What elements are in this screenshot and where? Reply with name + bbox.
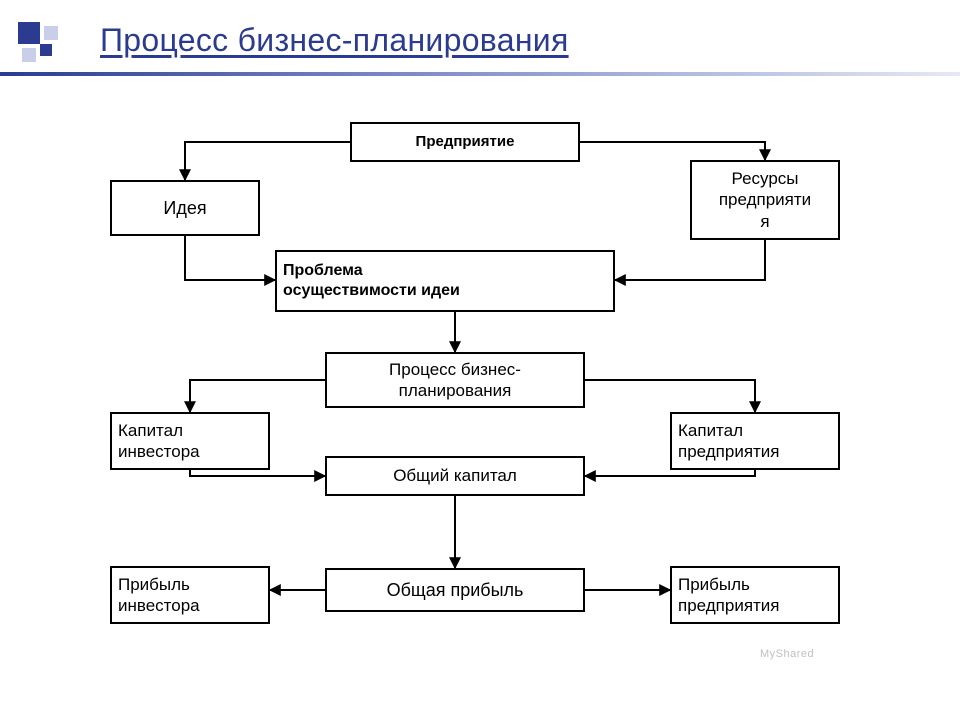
flowchart-edge-company_capital-to-total_capital	[585, 470, 755, 476]
flowchart-edge-investor_capital-to-total_capital	[190, 470, 325, 476]
flowchart-node-idea: Идея	[110, 180, 260, 236]
flowchart-node-problem: Проблема осуществимости идеи	[275, 250, 615, 312]
flowchart-edge-planning-to-investor_capital	[190, 380, 325, 412]
flowchart-edge-planning-to-company_capital	[585, 380, 755, 412]
flowchart-edge-enterprise-to-idea	[185, 142, 350, 180]
flowchart-canvas: Предприятие Идея Ресурсы предприяти я Пробл…	[100, 120, 860, 680]
flowchart-node-planning: Процесс бизнес- планирования	[325, 352, 585, 408]
flowchart-node-total_capital: Общий капитал	[325, 456, 585, 496]
flowchart-node-company_capital: Капитал предприятия	[670, 412, 840, 470]
flowchart-node-investor_capital: Капитал инвестора	[110, 412, 270, 470]
flowchart-node-enterprise: Предприятие	[350, 122, 580, 162]
page-title: Процесс бизнес-планирования	[100, 22, 569, 59]
flowchart-node-total_profit: Общая прибыль	[325, 568, 585, 612]
flowchart-node-company_profit: Прибыль предприятия	[670, 566, 840, 624]
flowchart-node-investor_profit: Прибыль инвестора	[110, 566, 270, 624]
flowchart-edge-enterprise-to-resources	[580, 142, 765, 160]
flowchart-edge-idea-to-problem	[185, 236, 275, 280]
flowchart-node-resources: Ресурсы предприяти я	[690, 160, 840, 240]
flowchart-edge-resources-to-problem	[615, 240, 765, 280]
slide-accent-bar	[0, 72, 960, 76]
watermark-text: MyShared	[760, 648, 814, 660]
